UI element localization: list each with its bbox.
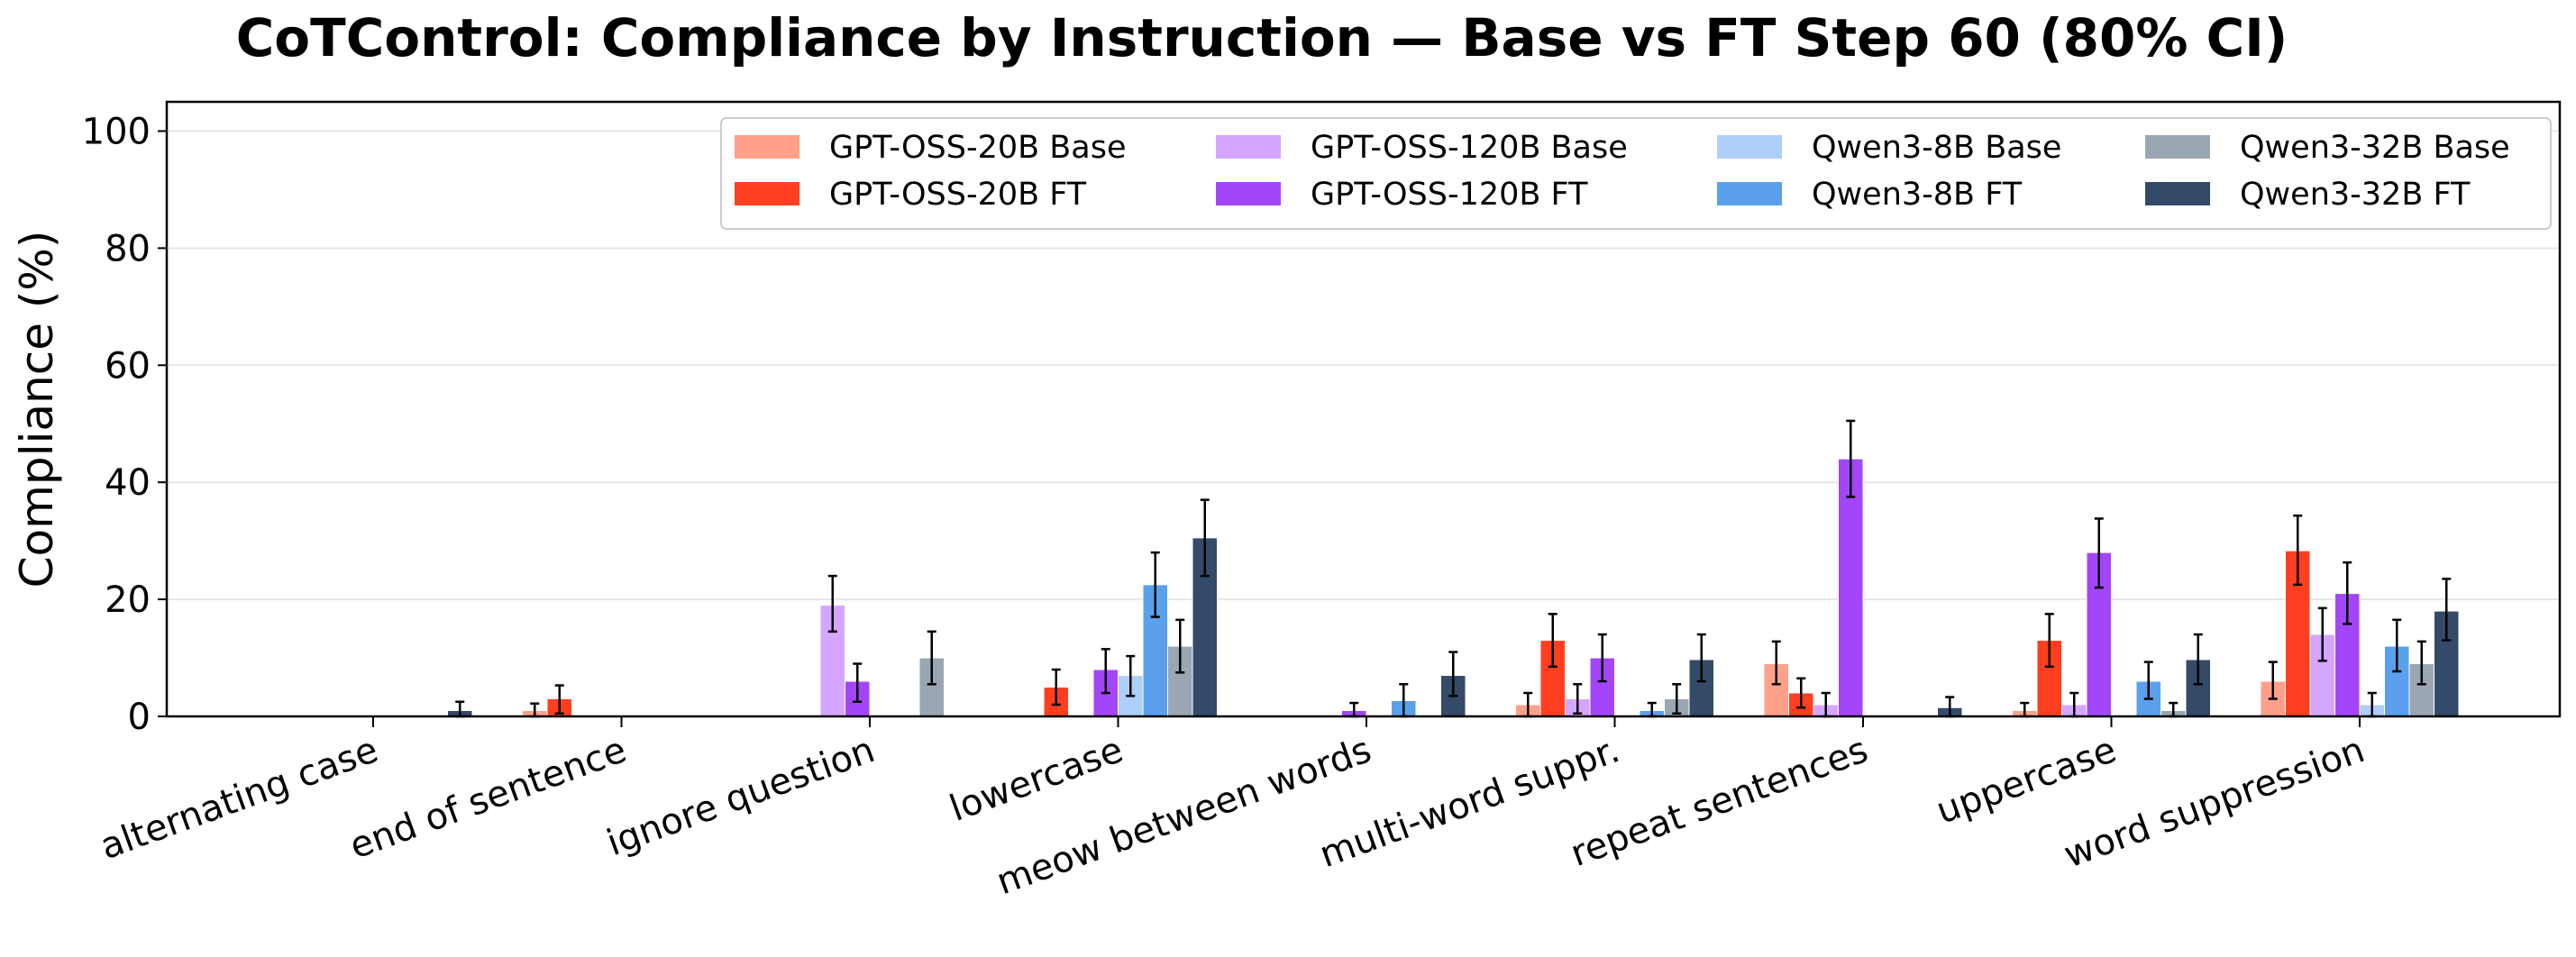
y-axis-label: Compliance (%) <box>11 231 63 588</box>
error-bar <box>2293 514 2303 587</box>
error-bar <box>1771 640 1781 686</box>
error-bar <box>1846 419 1856 498</box>
x-tick-label: end of sentence <box>344 729 632 867</box>
error-bar <box>853 662 863 704</box>
legend-label: GPT-OSS-20B FT <box>829 177 1087 213</box>
error-bar <box>1200 498 1210 578</box>
error-bar <box>2268 661 2278 700</box>
x-tick-label: lowercase <box>945 729 1128 830</box>
error-bar <box>2044 613 2054 669</box>
y-tick-label: 20 <box>105 579 151 621</box>
legend: GPT-OSS-20B Base GPT-OSS-20B FT GPT-OSS-12… <box>720 117 2552 230</box>
legend-item: Qwen3-8B Base <box>1717 130 2061 166</box>
error-bar <box>2343 561 2352 625</box>
error-bar <box>827 574 837 633</box>
y-tick-label: 100 <box>82 111 151 152</box>
chart-title: CoTControl: Compliance by Instruction — … <box>236 7 2288 68</box>
legend-swatch <box>2145 135 2210 159</box>
y-tick-label: 0 <box>128 697 151 738</box>
error-bar <box>2317 606 2327 662</box>
legend-swatch <box>735 182 799 205</box>
legend-label: Qwen3-32B FT <box>2240 177 2471 213</box>
x-tick-label: uppercase <box>1931 729 2121 832</box>
legend-swatch <box>1216 182 1281 205</box>
y-tick-label: 60 <box>105 345 151 387</box>
error-bar <box>2143 661 2153 700</box>
error-bar <box>1101 648 1110 695</box>
x-tick-label: ignore question <box>601 729 880 864</box>
error-bar <box>2442 578 2452 642</box>
y-axis-ticks: 0 20 40 60 80 100 <box>82 111 167 738</box>
legend-swatch <box>1717 182 1782 205</box>
legend-label: GPT-OSS-120B Base <box>1311 130 1628 166</box>
legend-label: Qwen3-8B FT <box>1812 177 2023 213</box>
legend-swatch <box>2145 182 2210 205</box>
bar <box>1838 458 1864 717</box>
error-bar <box>1175 618 1185 674</box>
error-bars <box>455 419 2452 718</box>
y-tick-label: 40 <box>105 462 151 504</box>
error-bar <box>1672 683 1682 715</box>
legend-item: Qwen3-32B Base <box>2145 130 2510 166</box>
error-bar <box>2416 640 2426 686</box>
legend-item: Qwen3-32B FT <box>2145 177 2471 213</box>
error-bar <box>1150 551 1160 618</box>
legend-item: GPT-OSS-20B FT <box>735 177 1087 213</box>
legend-label: GPT-OSS-20B Base <box>829 130 1127 166</box>
error-bar <box>1573 683 1583 715</box>
legend-swatch <box>1216 135 1281 159</box>
error-bar <box>1597 633 1607 683</box>
error-bar <box>1548 613 1557 669</box>
error-bar <box>2094 517 2104 589</box>
legend-label: Qwen3-8B Base <box>1812 130 2061 166</box>
error-bar <box>2193 633 2203 686</box>
error-bar <box>1796 677 1806 709</box>
legend-item: Qwen3-8B FT <box>1717 177 2023 213</box>
error-bar <box>1696 633 1706 683</box>
x-tick-label: alternating case <box>95 729 383 868</box>
legend-label: Qwen3-32B Base <box>2240 130 2510 166</box>
legend-label: GPT-OSS-120B FT <box>1311 177 1588 213</box>
legend-item: GPT-OSS-120B Base <box>1216 130 1628 166</box>
plot-frame <box>165 100 2562 718</box>
error-bar <box>1126 654 1136 697</box>
y-tick-label: 80 <box>105 228 151 269</box>
error-bar <box>2392 618 2402 673</box>
error-bar <box>1051 668 1061 706</box>
legend-item: GPT-OSS-20B Base <box>735 130 1127 166</box>
error-bar <box>554 684 564 715</box>
error-bar <box>927 630 936 686</box>
bars <box>447 458 2460 717</box>
legend-swatch <box>1717 135 1782 159</box>
legend-box <box>720 117 2552 230</box>
legend-swatch <box>735 135 799 159</box>
error-bar <box>1448 651 1458 697</box>
legend-item: GPT-OSS-120B FT <box>1216 177 1588 213</box>
